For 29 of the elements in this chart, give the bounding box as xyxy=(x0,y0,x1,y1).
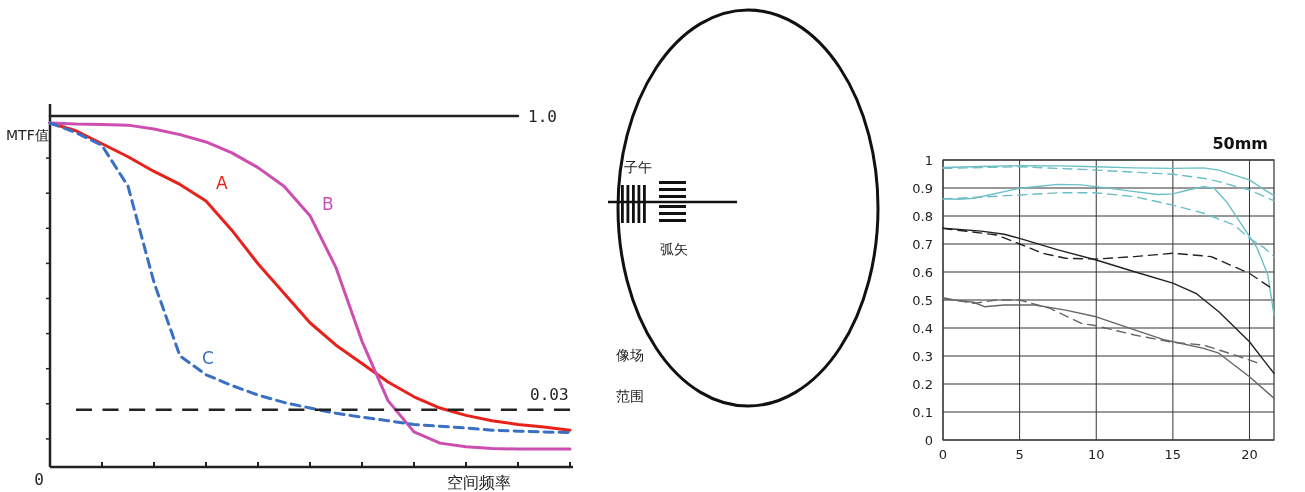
text: 像场 xyxy=(616,347,644,363)
text: 子午 xyxy=(624,159,652,175)
y-tick-label: 0.9 xyxy=(912,181,933,196)
y-axis-title: MTF值 xyxy=(6,127,49,143)
y-tick-label: 0.1 xyxy=(912,405,933,420)
y-tick-label: 0.2 xyxy=(912,377,933,392)
y-tick-label: 0.6 xyxy=(912,265,933,280)
y-tick-label: 1 xyxy=(924,153,933,168)
y-tick-label: 0.8 xyxy=(912,209,933,224)
text: 范围 xyxy=(616,388,644,404)
chart-title: 50mm xyxy=(1212,134,1268,153)
y-tick-label: 0.5 xyxy=(912,293,933,308)
x-tick-label: 5 xyxy=(1015,447,1024,462)
series-label: A xyxy=(216,172,228,193)
x-axis-title: 空间频率 xyxy=(447,473,511,492)
annotation: 1.0 xyxy=(528,107,557,126)
annotation: 0.03 xyxy=(530,384,569,404)
x-tick-label: 10 xyxy=(1087,447,1105,462)
x-tick-label: 20 xyxy=(1241,447,1258,462)
text: 0 xyxy=(34,470,44,489)
series-label: C xyxy=(202,348,214,369)
y-tick-label: 0.7 xyxy=(912,237,933,252)
series-label: B xyxy=(322,193,334,214)
text: 弧矢 xyxy=(660,241,688,257)
x-tick-label: 0 xyxy=(938,447,948,462)
y-tick-label: 0.3 xyxy=(912,349,933,364)
x-tick-label: 15 xyxy=(1164,447,1182,462)
y-tick-label: 0.4 xyxy=(912,321,933,336)
y-tick-label: 0 xyxy=(924,433,933,448)
